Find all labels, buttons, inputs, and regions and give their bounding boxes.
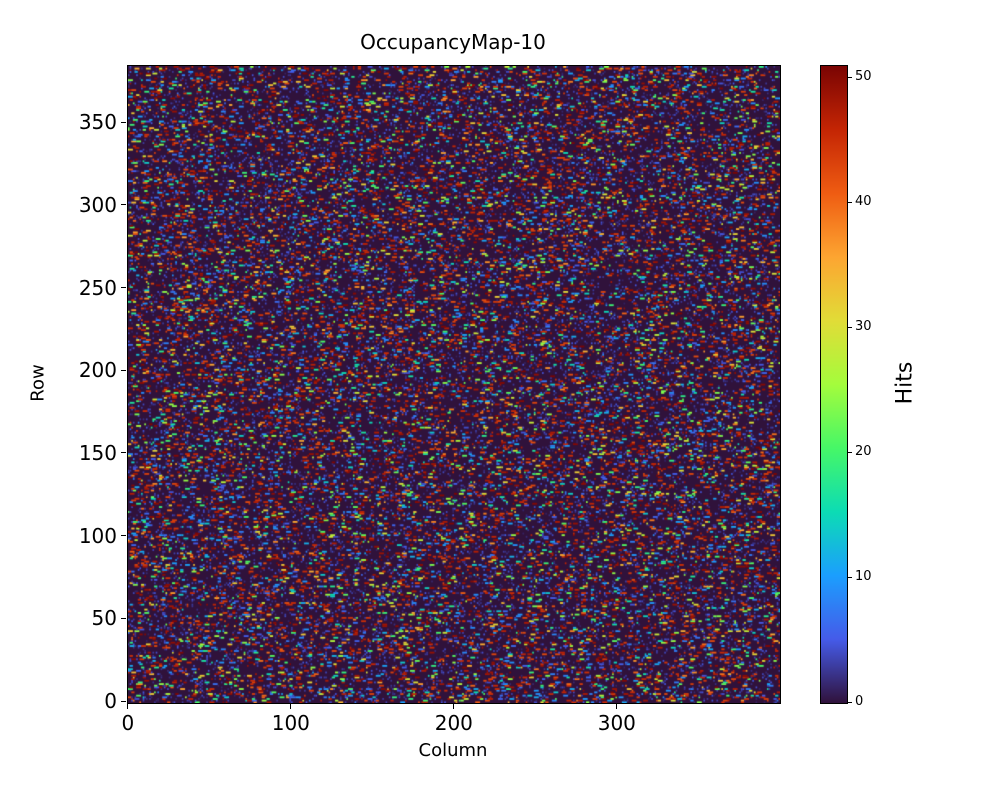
y-tick (121, 452, 126, 454)
x-tick (616, 704, 618, 709)
y-tick-label: 100 (78, 523, 117, 548)
y-tick-label: 50 (91, 606, 117, 631)
colorbar-tick-label: 20 (855, 444, 872, 460)
colorbar-tick (848, 326, 852, 328)
x-axis-label: Column (418, 740, 488, 761)
y-tick (121, 535, 126, 537)
y-tick (121, 700, 126, 702)
colorbar-tick-label: 50 (855, 69, 872, 85)
plot-area (127, 65, 781, 704)
y-tick-label: 200 (78, 358, 117, 383)
y-tick-label: 250 (78, 275, 117, 300)
colorbar-tick (848, 451, 852, 453)
colorbar (820, 65, 848, 704)
y-axis-label: Row (27, 364, 49, 402)
colorbar-tick-label: 40 (855, 194, 872, 210)
y-tick-label: 300 (78, 192, 117, 217)
x-tick-label: 300 (597, 711, 636, 735)
y-tick (121, 204, 126, 206)
heatmap-canvas (128, 66, 780, 703)
x-tick-label: 100 (271, 711, 310, 735)
y-tick-label: 150 (78, 440, 117, 465)
x-tick-label: 0 (121, 711, 135, 735)
colorbar-tick (848, 76, 852, 78)
y-tick (121, 369, 126, 371)
colorbar-tick-label: 0 (855, 694, 864, 709)
colorbar-tick (848, 701, 852, 703)
x-tick (127, 704, 129, 709)
y-tick-label: 350 (78, 110, 117, 135)
colorbar-tick (848, 201, 852, 203)
y-tick-label: 0 (104, 689, 117, 714)
y-tick (121, 121, 126, 123)
y-tick (121, 287, 126, 289)
x-tick-label: 200 (434, 711, 473, 735)
chart-title: OccupancyMap-10 (360, 30, 546, 54)
x-tick (453, 704, 455, 709)
colorbar-tick-label: 10 (855, 569, 872, 585)
y-tick (121, 617, 126, 619)
colorbar-tick-label: 30 (855, 319, 872, 335)
colorbar-tick (848, 576, 852, 578)
colorbar-label: Hits (892, 361, 918, 405)
x-tick (290, 704, 292, 709)
